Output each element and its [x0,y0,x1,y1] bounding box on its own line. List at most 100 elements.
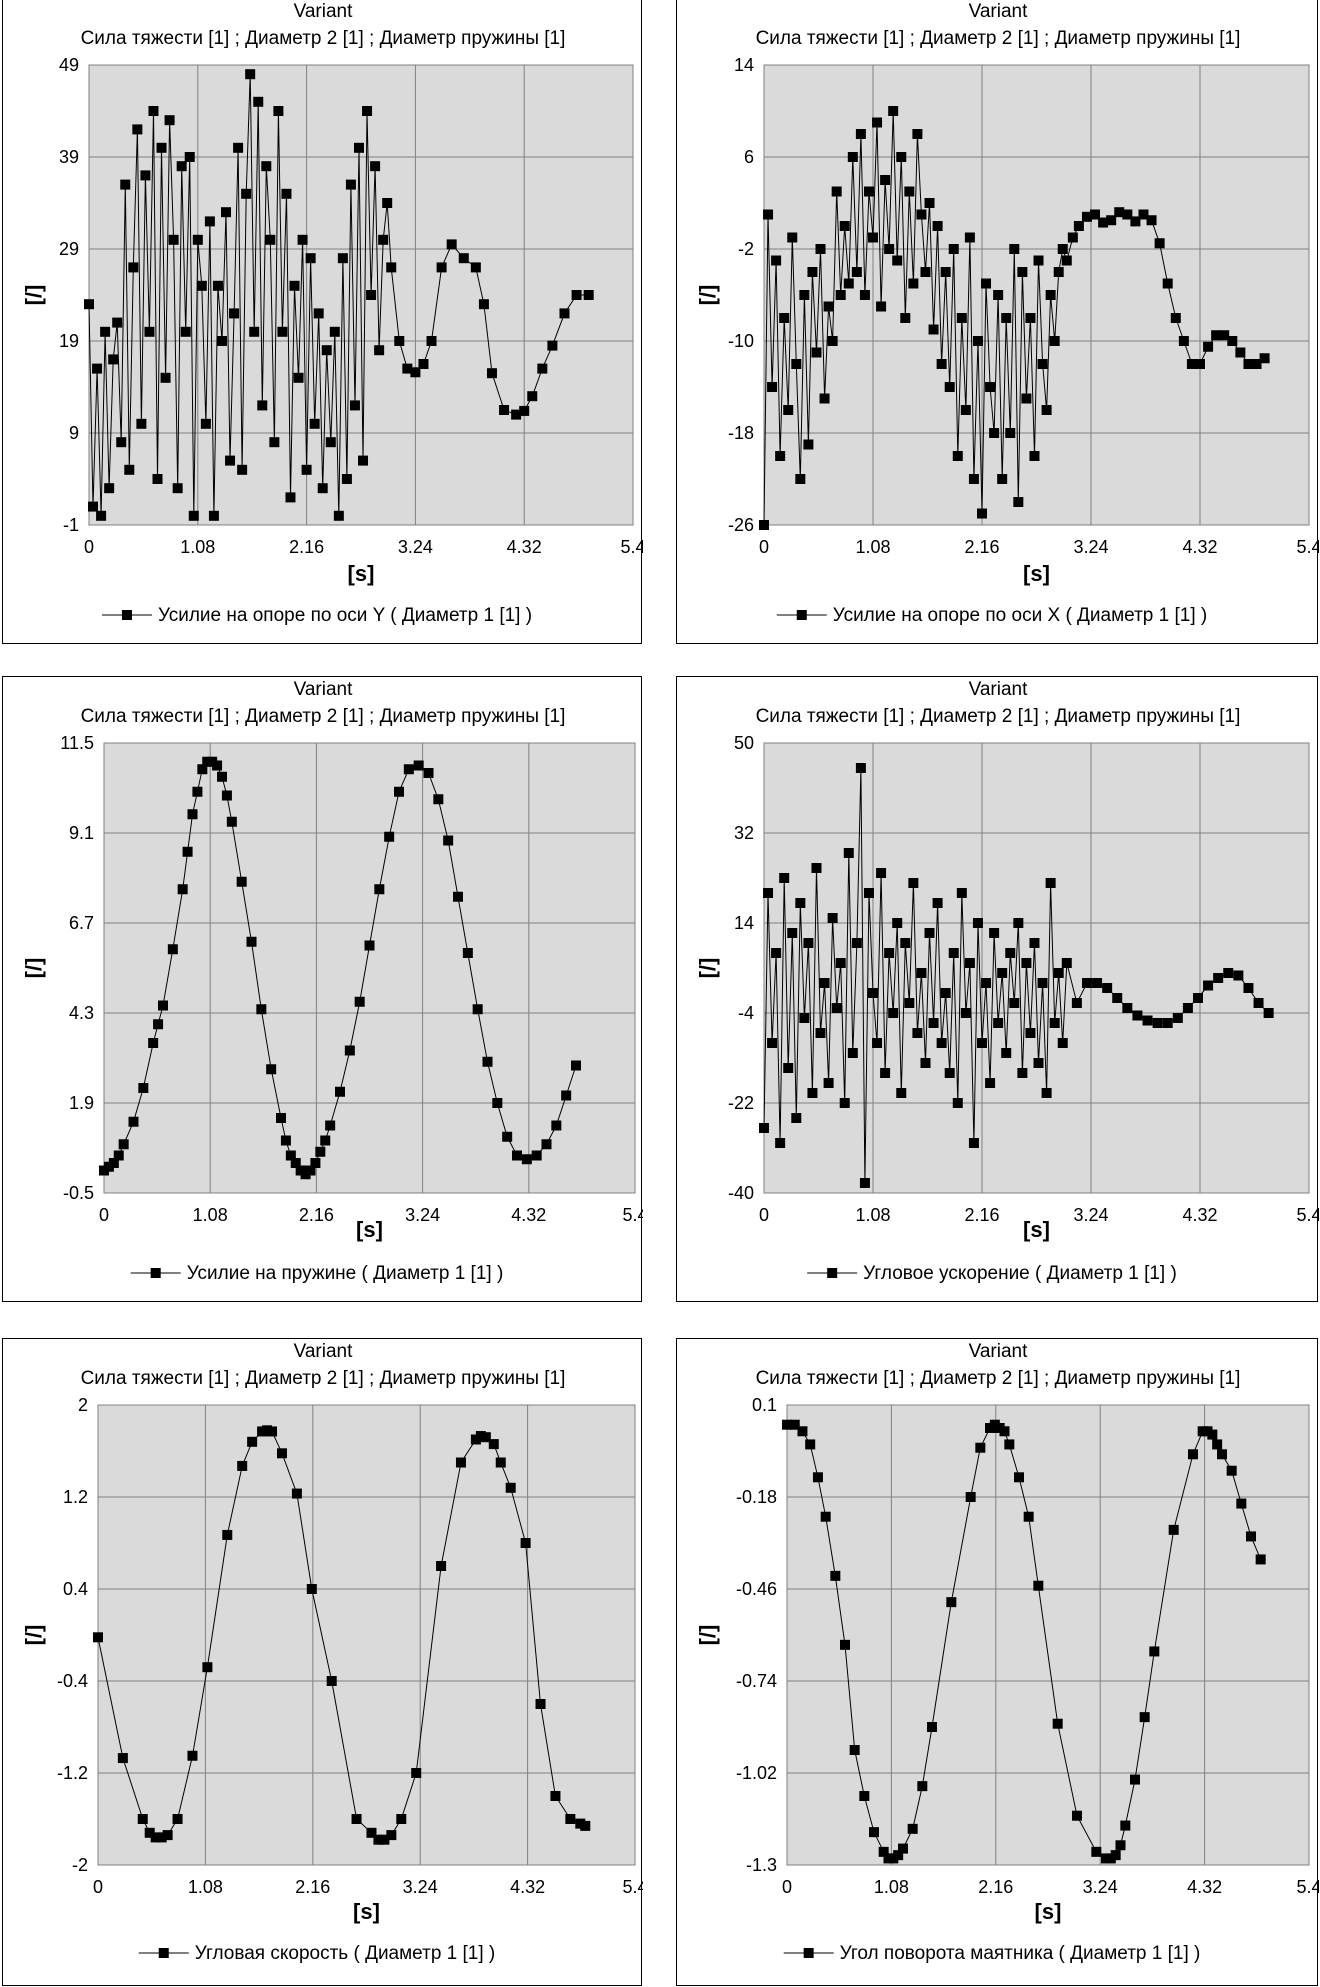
data-point [944,1068,955,1078]
chart-title: Variant [969,1,1029,22]
data-point [1207,1429,1218,1440]
y-tick-label: 1.2 [63,1487,88,1507]
data-point [1102,983,1113,993]
data-point [276,1113,286,1123]
data-point [807,267,818,277]
data-point [884,244,895,254]
data-point [256,1004,267,1015]
data-point [1029,938,1040,948]
y-tick-label: -0.74 [736,1671,777,1691]
data-point [366,290,377,300]
data-point [972,918,983,928]
data-point [775,451,786,461]
data-point [1115,1840,1126,1851]
data-point [896,1088,907,1098]
x-axis-label: [s] [353,1899,380,1924]
data-point [1005,428,1016,438]
data-point [245,69,256,80]
data-point [1004,1439,1015,1450]
y-tick-label: -1.3 [746,1855,777,1875]
data-point [277,326,288,337]
x-axis-label: [s] [1023,561,1050,586]
data-point [362,106,373,116]
data-point [1052,1718,1063,1729]
data-point [1081,978,1092,988]
x-tick-label: 1.08 [855,1205,890,1225]
y-tick-label: -1.02 [736,1763,777,1783]
y-tick-label: 14 [734,913,754,933]
data-point [1253,998,1264,1008]
data-point [783,1063,794,1073]
data-point [839,1098,850,1108]
data-point [349,400,360,411]
data-point [1037,359,1048,369]
data-point [1251,359,1262,369]
data-point [936,1038,947,1048]
data-point [112,317,123,328]
data-point [1122,209,1133,220]
data-point [374,884,385,895]
data-point [797,1426,808,1437]
data-point [136,418,147,429]
data-point [150,1832,161,1843]
data-point [571,1060,581,1071]
chart-svg-pendulum-angle: Variant Сила тяжести [1] ; Диаметр 2 [1] … [695,1341,1319,1964]
data-point [1053,968,1064,978]
data-point [358,455,369,466]
data-point [920,267,931,277]
data-point [472,1004,483,1015]
data-point [253,96,264,107]
data-point [317,483,328,494]
data-point [335,1086,345,1097]
data-point [413,760,424,771]
data-point [835,290,846,300]
data-point [117,1753,128,1764]
data-point [1112,993,1123,1003]
data-point [167,944,178,955]
data-point [1178,336,1189,346]
data-point [1021,958,1032,968]
data-point [952,451,963,461]
data-point [851,938,862,948]
data-point [403,764,414,775]
data-point [948,948,959,958]
data-point [819,978,830,988]
data-point [236,876,247,887]
data-point [519,405,530,416]
data-point [1061,958,1072,968]
legend-label: Угловая скорость ( Диаметр 1 [1] ) [195,1943,496,1964]
data-point [795,898,806,908]
data-point [520,1538,531,1548]
data-point [212,280,223,291]
data-point [116,437,127,448]
y-tick-label: 2 [78,1395,88,1415]
data-point [478,299,489,310]
data-point [1236,1498,1247,1509]
data-point [152,474,163,484]
data-point [547,340,558,351]
data-point [928,1018,939,1028]
data-point [462,948,473,958]
data-point [759,520,769,530]
data-point [160,372,171,383]
data-point [823,1078,834,1088]
data-point [1138,209,1149,220]
y-tick-label: -1 [63,515,79,535]
data-point [443,835,454,846]
data-point [819,393,830,404]
legend-marker [796,610,807,620]
data-point [779,873,790,883]
data-point [144,326,155,337]
data-point [192,786,203,797]
y-tick-label: -40 [728,1183,754,1203]
x-tick-label: 1.08 [188,1877,223,1897]
data-point [1041,405,1052,415]
data-point [1029,451,1040,461]
data-point [177,884,188,895]
data-point [1072,1810,1082,1821]
data-point [1005,948,1016,958]
data-point [396,1814,407,1824]
data-point [1023,1511,1034,1522]
data-point [1217,1449,1227,1460]
chart-subtitle: Сила тяжести [1] ; Диаметр 2 [1] ; Диаме… [81,28,566,49]
